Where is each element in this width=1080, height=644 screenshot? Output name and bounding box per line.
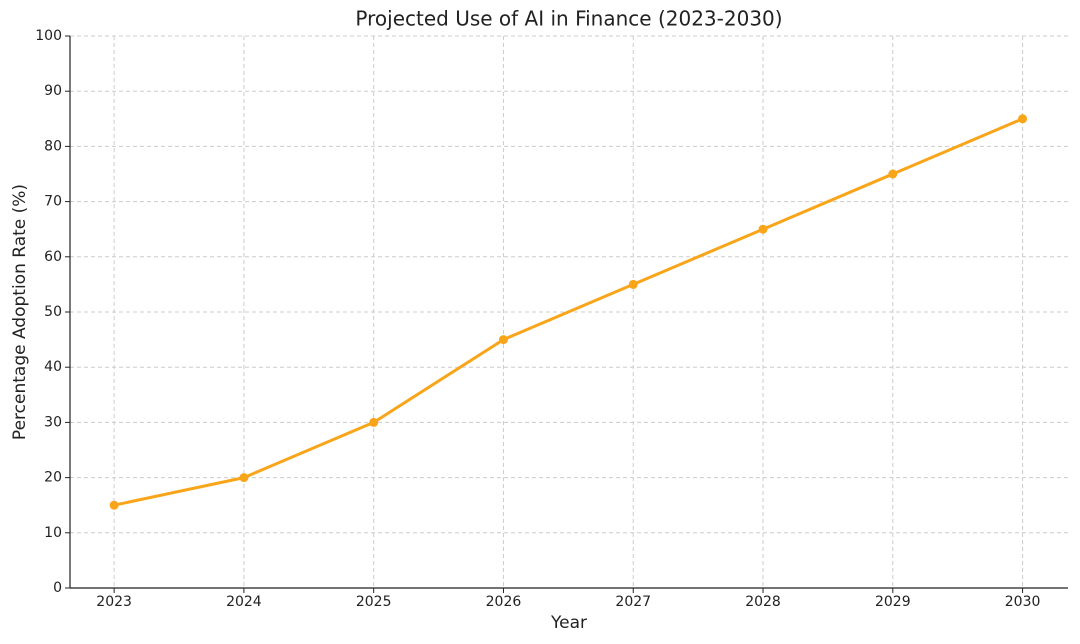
y-tick-label: 50: [44, 304, 62, 320]
y-tick-label: 40: [44, 359, 62, 375]
marker: [109, 500, 119, 510]
y-tick-label: 90: [44, 83, 62, 99]
marker: [369, 417, 379, 427]
x-tick-label: 2024: [226, 594, 262, 610]
marker: [888, 169, 898, 179]
y-tick-label: 80: [44, 138, 62, 154]
marker: [498, 335, 508, 345]
y-tick-label: 20: [44, 470, 62, 486]
y-tick-label: 60: [44, 249, 62, 265]
y-tick-label: 0: [53, 580, 62, 596]
y-tick-label: 100: [35, 28, 62, 44]
x-tick-label: 2025: [356, 594, 392, 610]
y-tick-label: 30: [44, 414, 62, 430]
y-tick-label: 10: [44, 525, 62, 541]
x-tick-label: 2027: [615, 594, 651, 610]
x-tick-label: 2023: [96, 594, 132, 610]
x-tick-label: 2030: [1005, 594, 1041, 610]
x-axis-label: Year: [550, 613, 587, 633]
y-tick-label: 70: [44, 194, 62, 210]
chart-title: Projected Use of AI in Finance (2023-203…: [355, 7, 782, 31]
x-tick-label: 2028: [745, 594, 781, 610]
marker: [1018, 114, 1028, 124]
marker: [628, 279, 638, 289]
y-axis-label: Percentage Adoption Rate (%): [10, 184, 30, 440]
x-tick-label: 2026: [486, 594, 522, 610]
line: [113, 117, 1024, 507]
marker: [758, 224, 768, 234]
marker: [239, 473, 249, 483]
x-tick-label: 2029: [875, 594, 911, 610]
